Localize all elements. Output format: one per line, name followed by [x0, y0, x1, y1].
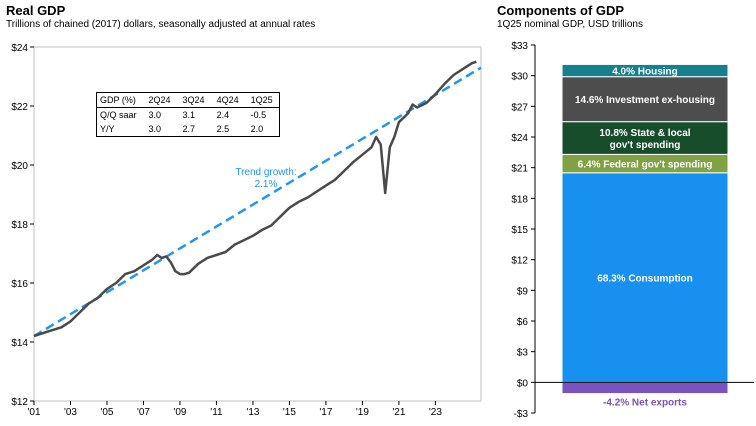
x-tick-label: '21	[392, 407, 405, 418]
table-header-row: GDP (%) 2Q24 3Q24 4Q24 1Q25	[96, 92, 280, 108]
table-row: Q/Q saar 3.0 3.1 2.4 -0.5	[97, 108, 280, 123]
bar-segment	[561, 63, 729, 78]
table-row: Y/Y 3.0 2.7 2.5 2.0	[97, 122, 280, 137]
y-tick-label: $16	[11, 279, 28, 290]
table-header-cell: 4Q24	[210, 92, 245, 108]
trend-label-line1: Trend growth:	[235, 167, 297, 178]
x-tick-label: '17	[319, 407, 332, 418]
x-tick-label: '07	[137, 407, 150, 418]
y-tick-label: $24	[11, 43, 28, 54]
x-tick-label: '13	[246, 407, 259, 418]
x-tick-label: '03	[64, 407, 77, 418]
real-gdp-series-line	[33, 60, 477, 338]
table-header-cell: 1Q25	[244, 92, 280, 108]
table-cell: -0.5	[250, 110, 267, 120]
trend-label-line2: 2.1%	[254, 179, 278, 190]
y-tick-label: $18	[511, 194, 528, 205]
x-tick-label: '01	[27, 407, 40, 418]
x-tick-label: '11	[210, 407, 223, 418]
y-tick-label: $14	[11, 338, 28, 349]
y-tick-label: $9	[517, 286, 529, 297]
x-tick-label: '09	[173, 407, 186, 418]
gdp-chart-title: Real GDP	[6, 3, 66, 18]
y-tick-label: $33	[511, 41, 528, 52]
y-tick-label: $12	[511, 256, 528, 267]
segment-label: -4.2% Net exports	[603, 398, 687, 409]
table-cell: 2.7	[182, 124, 196, 134]
y-tick-label: $0	[517, 378, 529, 389]
gdp-chart-subtitle: Trillions of chained (2017) dollars, sea…	[6, 19, 316, 30]
segment-label: 4.0% Housing	[612, 67, 678, 78]
segment-label: 68.3% Consumption	[597, 274, 693, 285]
table-cell: 3.0	[148, 124, 162, 134]
table-cell: 3.0	[148, 110, 162, 120]
y-tick-label: $12	[11, 397, 28, 408]
y-tick-label: $18	[11, 220, 28, 231]
bar-segment	[561, 121, 729, 155]
table-header-cell: 2Q24	[142, 92, 177, 108]
table-cell: Y/Y	[100, 124, 115, 134]
components-chart-title: Components of GDP	[497, 3, 625, 18]
x-tick-label: '05	[100, 407, 113, 418]
table-cell: Q/Q saar	[100, 110, 137, 120]
segment-label: 14.6% Investment ex-housing	[575, 95, 715, 106]
table-cell: 2.5	[216, 124, 230, 134]
segment-label: gov't spending	[610, 140, 681, 151]
x-tick-label: '23	[429, 407, 442, 418]
bar-segment	[561, 381, 729, 395]
y-tick-label: $6	[517, 317, 529, 328]
y-tick-label: $30	[511, 72, 528, 83]
segment-label: 6.4% Federal gov't spending	[578, 160, 713, 171]
y-tick-label: $15	[511, 225, 528, 236]
trend-growth-label: Trend growth: 2.1%	[226, 167, 306, 191]
segment-label: 10.8% State & local	[599, 128, 690, 139]
x-tick-label: '15	[283, 407, 296, 418]
y-tick-label: $3	[517, 348, 529, 359]
y-tick-label: $20	[11, 161, 28, 172]
y-tick-label: $27	[511, 102, 528, 113]
y-tick-label: $24	[511, 133, 528, 144]
y-tick-label: -$3	[514, 409, 529, 420]
table-header-cell: GDP (%)	[96, 92, 143, 108]
table-cell: 2.4	[216, 110, 230, 120]
y-tick-label: $21	[511, 164, 528, 175]
x-tick-label: '19	[356, 407, 369, 418]
gdp-growth-table: GDP (%) 2Q24 3Q24 4Q24 1Q25 Q/Q saar 3.0…	[96, 92, 280, 137]
components-chart-subtitle: 1Q25 nominal GDP, USD trillions	[497, 19, 643, 30]
trend-growth-line	[33, 66, 482, 338]
bar-segment	[561, 76, 729, 123]
y-tick-label: $22	[11, 102, 28, 113]
table-cell: 3.1	[182, 110, 196, 120]
table-header-cell: 3Q24	[176, 92, 211, 108]
table-cell: 2.0	[250, 124, 264, 134]
